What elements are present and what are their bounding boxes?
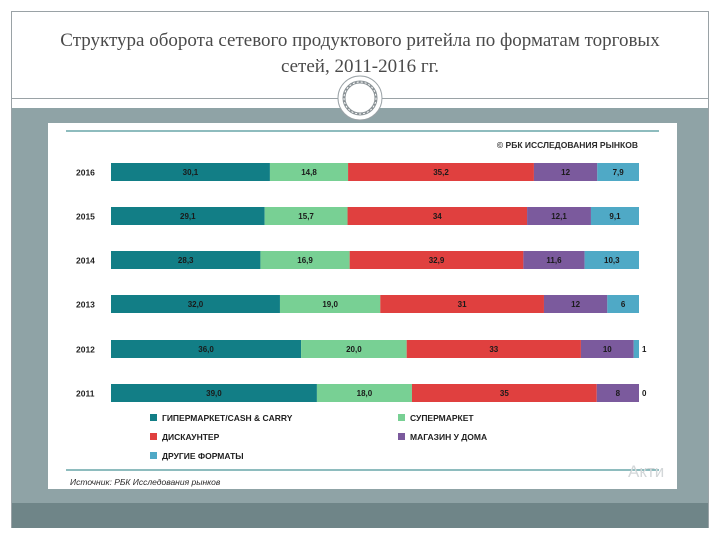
- bar-2014-home: [523, 251, 585, 269]
- legend-swatch-other: [150, 452, 157, 459]
- legend-swatch-discount: [150, 433, 157, 440]
- data-label-2014-discount: 32,9: [429, 256, 445, 265]
- year-label-2011: 2011: [76, 389, 95, 399]
- data-label-2012-other: 1: [642, 345, 647, 354]
- bar-2014-discount: [349, 251, 524, 269]
- data-label-2014-home: 11,6: [546, 256, 562, 265]
- year-label-2014: 2014: [76, 256, 95, 266]
- data-label-2011-super: 18,0: [357, 389, 373, 398]
- data-label-2015-hyper: 29,1: [180, 212, 196, 221]
- legend: ГИПЕРМАРКЕТ/CASH & CARRY СУПЕРМАРКЕТ ДИСКА…: [150, 413, 487, 461]
- bar-2013-home: [543, 295, 608, 313]
- data-label-2014-other: 10,3: [604, 256, 620, 265]
- legend-swatch-hyper: [150, 414, 157, 421]
- bar-2012-home: [580, 340, 634, 358]
- bar-2012-super: [301, 340, 407, 358]
- bar-2016-other: [597, 163, 639, 181]
- bar-2012-hyper: [111, 340, 302, 358]
- year-label-2013: 2013: [76, 300, 95, 310]
- year-label-2012: 2012: [76, 345, 95, 355]
- data-label-2011-other: 0: [642, 389, 647, 398]
- source-label: Источник: РБК Исследования рынков: [70, 477, 221, 487]
- slide-title-area: Структура оборота сетевого продуктового …: [12, 12, 708, 98]
- bar-2011-hyper: [111, 384, 317, 402]
- year-label-2016: 2016: [76, 168, 95, 178]
- data-label-2015-other: 9,1: [609, 212, 621, 221]
- bar-2011-super: [316, 384, 412, 402]
- slide-title: Структура оборота сетевого продуктового …: [60, 30, 660, 77]
- circle-ornament-icon: [337, 75, 383, 121]
- data-label-2016-hyper: 30,1: [183, 168, 199, 177]
- data-label-2013-super: 19,0: [322, 300, 338, 309]
- copyright-label: © РБК ИССЛЕДОВАНИЯ РЫНКОВ: [497, 140, 638, 150]
- data-label-2016-super: 14,8: [301, 168, 317, 177]
- legend-label-other: ДРУГИЕ ФОРМАТЫ: [162, 451, 244, 461]
- bar-2016-home: [533, 163, 598, 181]
- data-label-2016-other: 7,9: [613, 168, 625, 177]
- data-label-2016-home: 12: [561, 168, 570, 177]
- legend-swatch-super: [398, 414, 405, 421]
- legend-label-super: СУПЕРМАРКЕТ: [410, 413, 474, 423]
- bar-2013-discount: [380, 295, 544, 313]
- bar-2012-other: [633, 340, 639, 358]
- data-label-2015-discount: 34: [433, 212, 442, 221]
- bars-layer: 2016 30,1 14,8 35,2 12 7,9 2015 29,1 15,7 34 12,1 9…: [76, 163, 647, 402]
- bar-2014-super: [260, 251, 350, 269]
- bottom-strip: [12, 503, 708, 528]
- bar-2015-super: [264, 207, 348, 225]
- legend-swatch-home: [398, 433, 405, 440]
- data-label-2016-discount: 35,2: [433, 168, 449, 177]
- bar-2016-super: [269, 163, 349, 181]
- data-label-2015-super: 15,7: [298, 212, 314, 221]
- bar-2015-home: [527, 207, 591, 225]
- data-label-2012-hyper: 36,0: [198, 345, 214, 354]
- legend-label-discount: ДИСКАУНТЕР: [162, 432, 220, 442]
- data-label-2012-home: 10: [603, 345, 612, 354]
- bar-2016-hyper: [111, 163, 270, 181]
- bar-2012-discount: [406, 340, 581, 358]
- data-label-2013-discount: 31: [458, 300, 467, 309]
- watermark-text: Акти: [628, 462, 665, 481]
- legend-label-home: МАГАЗИН У ДОМА: [410, 432, 487, 442]
- bar-2014-other: [584, 251, 639, 269]
- data-label-2013-hyper: 32,0: [188, 300, 204, 309]
- bar-2011-home: [596, 384, 639, 402]
- bar-2016-discount: [348, 163, 534, 181]
- data-label-2013-home: 12: [571, 300, 580, 309]
- bar-2011-discount: [411, 384, 597, 402]
- data-label-2011-discount: 35: [500, 389, 509, 398]
- legend-label-hyper: ГИПЕРМАРКЕТ/CASH & CARRY: [162, 413, 293, 423]
- stacked-bar-chart: © РБК ИССЛЕДОВАНИЯ РЫНКОВ 2016 30,1 14,8 35…: [66, 130, 659, 487]
- year-label-2015: 2015: [76, 212, 95, 222]
- data-label-2014-hyper: 28,3: [178, 256, 194, 265]
- data-label-2013-other: 6: [621, 300, 626, 309]
- data-label-2012-super: 20,0: [346, 345, 362, 354]
- bar-2013-other: [607, 295, 639, 313]
- data-label-2012-discount: 33: [489, 345, 498, 354]
- bar-2015-hyper: [111, 207, 265, 225]
- data-label-2011-hyper: 39,0: [206, 389, 222, 398]
- data-label-2015-home: 12,1: [551, 212, 567, 221]
- bar-2013-super: [279, 295, 381, 313]
- bar-2015-other: [590, 207, 639, 225]
- bar-2014-hyper: [111, 251, 261, 269]
- bar-2013-hyper: [111, 295, 280, 313]
- bar-2015-discount: [347, 207, 528, 225]
- chart-panel: © РБК ИССЛЕДОВАНИЯ РЫНКОВ 2016 30,1 14,8 35…: [48, 123, 677, 489]
- data-label-2014-super: 16,9: [297, 256, 313, 265]
- data-label-2011-home: 8: [616, 389, 621, 398]
